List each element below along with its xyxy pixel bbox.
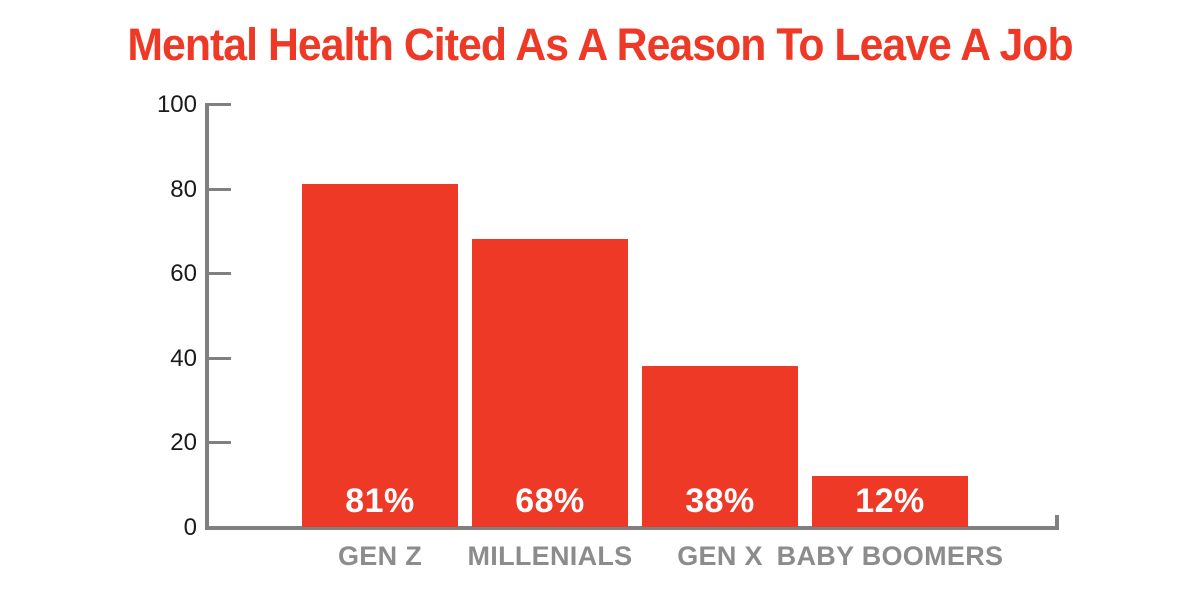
- y-tick-mark-60: [207, 272, 231, 275]
- y-tick-label-40: 40: [170, 345, 197, 372]
- bar-baby-boomers: 12%: [812, 476, 968, 527]
- x-category-label-gen-x: GEN X: [677, 541, 763, 571]
- y-tick-mark-40: [207, 357, 231, 360]
- y-tick-mark-80: [207, 188, 231, 191]
- y-tick-mark-20: [207, 441, 231, 444]
- bar-gen-z: 81%: [302, 184, 458, 527]
- x-axis-line: [205, 526, 1059, 530]
- y-tick-label-20: 20: [170, 429, 197, 456]
- x-category-label-baby-boomers: BABY BOOMERS: [776, 541, 1004, 571]
- y-axis-line: [205, 103, 209, 530]
- bar-value-label-baby-boomers: 12%: [855, 482, 925, 520]
- bar-gen-x: 38%: [642, 366, 798, 527]
- y-tick-label-0: 0: [183, 514, 197, 541]
- chart-title: Mental Health Cited As A Reason To Leave…: [127, 19, 1073, 70]
- y-tick-label-100: 100: [156, 91, 197, 118]
- bar-millenials: 68%: [472, 239, 628, 527]
- y-tick-label-60: 60: [170, 260, 197, 287]
- bar-value-label-millenials: 68%: [515, 482, 585, 520]
- bar-value-label-gen-x: 38%: [685, 482, 755, 520]
- x-category-label-millenials: MILLENIALS: [467, 541, 633, 571]
- x-axis-end-tick: [1055, 515, 1059, 530]
- bar-value-label-gen-z: 81%: [345, 482, 415, 520]
- y-tick-label-80: 80: [170, 176, 197, 203]
- y-tick-mark-100: [207, 103, 231, 106]
- x-category-label-gen-z: GEN Z: [337, 541, 422, 571]
